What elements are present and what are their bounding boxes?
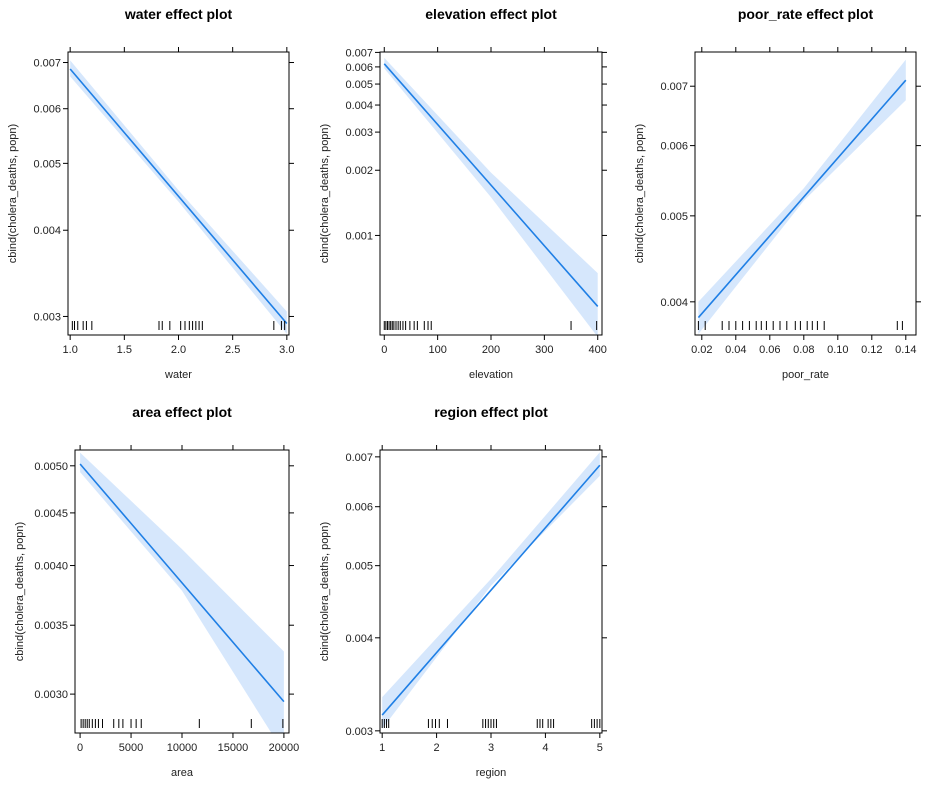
y-tick-label: 0.003 — [345, 726, 373, 738]
chart-title: water effect plot — [124, 6, 233, 22]
y-tick-label: 0.0045 — [34, 508, 68, 520]
x-tick-label: 1 — [379, 742, 385, 754]
x-tick-label: 3.0 — [279, 344, 294, 356]
y-tick-label: 0.003 — [33, 311, 61, 323]
confidence-band — [382, 452, 600, 729]
y-tick-label: 0.003 — [345, 127, 373, 139]
y-tick-label: 0.007 — [345, 452, 373, 464]
x-tick-label: 300 — [535, 344, 553, 356]
confidence-band — [384, 57, 598, 335]
fitted-line — [69, 68, 288, 325]
x-tick-label: 0.06 — [759, 344, 780, 356]
y-axis-label: cbind(cholera_deaths, popn) — [7, 124, 19, 263]
x-tick-label: 2 — [434, 742, 440, 754]
y-tick-label: 0.005 — [33, 158, 61, 170]
x-tick-label: 100 — [428, 344, 446, 356]
y-tick-label: 0.0050 — [34, 461, 68, 473]
x-tick-label: 0.14 — [895, 344, 916, 356]
x-tick-label: 0.02 — [691, 344, 712, 356]
y-tick-label: 0.006 — [345, 62, 373, 74]
fitted-line — [697, 79, 907, 319]
x-tick-label: 10000 — [167, 742, 198, 754]
x-tick-label: 3 — [488, 742, 494, 754]
y-tick-label: 0.002 — [345, 165, 373, 177]
x-tick-label: 4 — [542, 742, 548, 754]
fitted-line — [381, 464, 601, 716]
y-tick-label: 0.005 — [345, 561, 373, 573]
panel-water: 1.0 1.5 2.0 2.5 3.0 0.003 0.004 0.005 0.006 0.007… — [7, 6, 294, 381]
y-tick-label: 0.006 — [33, 104, 61, 116]
y-tick-label: 0.006 — [660, 141, 688, 153]
chart-title: poor_rate effect plot — [738, 6, 874, 22]
panel-elevation: 0 100 200 300 400 0.001 0.002 0.003 0.004 0.005 0.… — [319, 6, 607, 381]
x-tick-label: 2.0 — [171, 344, 186, 356]
x-tick-label: 0.04 — [725, 344, 746, 356]
x-tick-label: 15000 — [218, 742, 249, 754]
y-tick-label: 0.007 — [33, 58, 61, 70]
x-tick-label: 0.10 — [827, 344, 848, 356]
x-tick-label: 0.12 — [861, 344, 882, 356]
y-tick-label: 0.0030 — [34, 689, 68, 701]
confidence-band — [80, 452, 284, 733]
y-tick-label: 0.001 — [345, 230, 373, 242]
y-tick-label: 0.0040 — [34, 561, 68, 573]
x-tick-label: 20000 — [269, 742, 300, 754]
chart-title: region effect plot — [434, 404, 548, 420]
y-tick-label: 0.004 — [345, 633, 373, 645]
panel-area: 0 5000 10000 15000 20000 0.0030 0.0035 0.0040 0.… — [14, 404, 299, 779]
y-tick-label: 0.007 — [345, 47, 373, 59]
x-tick-label: 1.5 — [117, 344, 132, 356]
x-axis-label: region — [476, 767, 507, 779]
x-tick-label: 1.0 — [63, 344, 78, 356]
chart-title: area effect plot — [132, 404, 232, 420]
y-tick-label: 0.006 — [345, 502, 373, 514]
x-axis-label: area — [171, 767, 194, 779]
y-tick-label: 0.004 — [345, 100, 373, 112]
y-tick-label: 0.007 — [660, 81, 688, 93]
chart-title: elevation effect plot — [425, 6, 557, 22]
x-tick-label: 0.08 — [793, 344, 814, 356]
y-tick-label: 0.005 — [660, 211, 688, 223]
fitted-line — [383, 63, 599, 307]
y-axis-label: cbind(cholera_deaths, popn) — [14, 522, 26, 661]
y-tick-label: 0.004 — [660, 297, 688, 309]
x-axis-label: water — [164, 369, 192, 381]
x-axis-label: elevation — [469, 369, 513, 381]
y-axis-label: cbind(cholera_deaths, popn) — [319, 522, 331, 661]
x-axis-label: poor_rate — [782, 369, 829, 381]
x-tick-label: 200 — [482, 344, 500, 356]
fitted-line — [79, 463, 285, 703]
x-tick-label: 5 — [597, 742, 603, 754]
y-axis-label: cbind(cholera_deaths, popn) — [634, 124, 646, 263]
x-tick-label: 0 — [77, 742, 83, 754]
confidence-band — [698, 59, 906, 334]
y-tick-label: 0.004 — [33, 225, 61, 237]
x-tick-label: 2.5 — [225, 344, 240, 356]
panel-region: 1 2 3 4 5 0.003 0.004 0.005 0.006 0.007 region eff… — [319, 404, 607, 779]
y-tick-label: 0.005 — [345, 79, 373, 91]
x-tick-label: 400 — [589, 344, 607, 356]
y-axis-label: cbind(cholera_deaths, popn) — [319, 124, 331, 263]
plot-frame — [694, 51, 917, 336]
x-tick-label: 5000 — [119, 742, 143, 754]
x-tick-label: 0 — [381, 344, 387, 356]
panel-poor-rate: 0.02 0.04 0.06 0.08 0.10 0.12 0.14 0.004 0.005 0.… — [634, 6, 921, 381]
y-tick-label: 0.0035 — [34, 620, 68, 632]
